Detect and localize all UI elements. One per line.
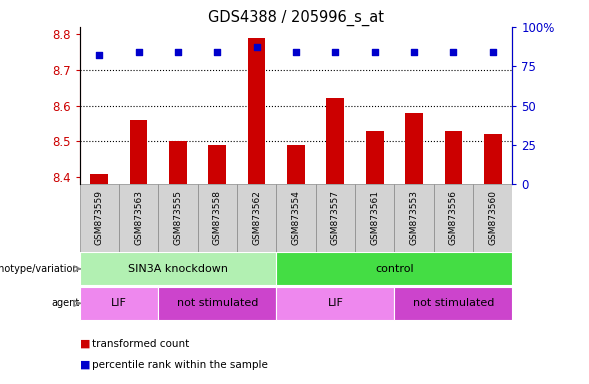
Bar (130, 120, 147, 184)
Bar (248, 38, 266, 184)
Bar (197, 184, 237, 252)
Text: not stimulated: not stimulated (413, 298, 494, 308)
Text: GSM873554: GSM873554 (292, 190, 300, 245)
Text: not stimulated: not stimulated (177, 298, 258, 308)
Bar (209, 145, 226, 184)
Bar (395, 184, 434, 252)
Text: LIF: LIF (111, 298, 127, 308)
Text: GSM873553: GSM873553 (409, 190, 419, 245)
Bar (80, 184, 119, 252)
Text: control: control (375, 264, 413, 274)
Bar (287, 145, 305, 184)
Text: GSM873556: GSM873556 (449, 190, 458, 245)
Text: GSM873561: GSM873561 (370, 190, 379, 245)
Bar (405, 113, 423, 184)
Point (409, 49, 419, 55)
Bar (119, 184, 158, 252)
Bar (434, 184, 473, 252)
Text: GSM873560: GSM873560 (488, 190, 497, 245)
Text: percentile rank within the sample: percentile rank within the sample (92, 360, 269, 370)
Bar (326, 98, 344, 184)
Point (330, 49, 340, 55)
Bar (169, 141, 187, 184)
Bar (90, 174, 108, 184)
Point (173, 49, 183, 55)
Text: agent: agent (51, 298, 80, 308)
Text: GSM873562: GSM873562 (252, 190, 261, 245)
Text: GSM873558: GSM873558 (213, 190, 222, 245)
Text: GSM873563: GSM873563 (134, 190, 143, 245)
Text: transformed count: transformed count (92, 339, 190, 349)
Bar (355, 184, 395, 252)
Bar (158, 184, 197, 252)
Bar (237, 184, 276, 252)
Text: ■: ■ (80, 360, 90, 370)
Bar (395, 287, 512, 320)
Bar (276, 287, 395, 320)
Text: GSM873557: GSM873557 (331, 190, 340, 245)
Bar (366, 131, 383, 184)
Bar (473, 184, 512, 252)
Bar (276, 184, 316, 252)
Point (213, 49, 222, 55)
Point (370, 49, 379, 55)
Point (488, 49, 498, 55)
Text: SIN3A knockdown: SIN3A knockdown (128, 264, 228, 274)
Text: genotype/variation: genotype/variation (0, 264, 80, 274)
Bar (80, 287, 158, 320)
Point (449, 49, 458, 55)
Point (94, 52, 104, 58)
Bar (276, 252, 512, 285)
Bar (80, 252, 276, 285)
Bar (158, 287, 276, 320)
Bar (445, 131, 462, 184)
Text: GSM873559: GSM873559 (95, 190, 104, 245)
Point (134, 49, 143, 55)
Text: GSM873555: GSM873555 (173, 190, 183, 245)
Text: LIF: LIF (327, 298, 343, 308)
Point (291, 49, 300, 55)
Bar (484, 134, 502, 184)
Bar (316, 184, 355, 252)
Point (252, 44, 262, 50)
Title: GDS4388 / 205996_s_at: GDS4388 / 205996_s_at (208, 9, 384, 25)
Text: ■: ■ (80, 339, 90, 349)
